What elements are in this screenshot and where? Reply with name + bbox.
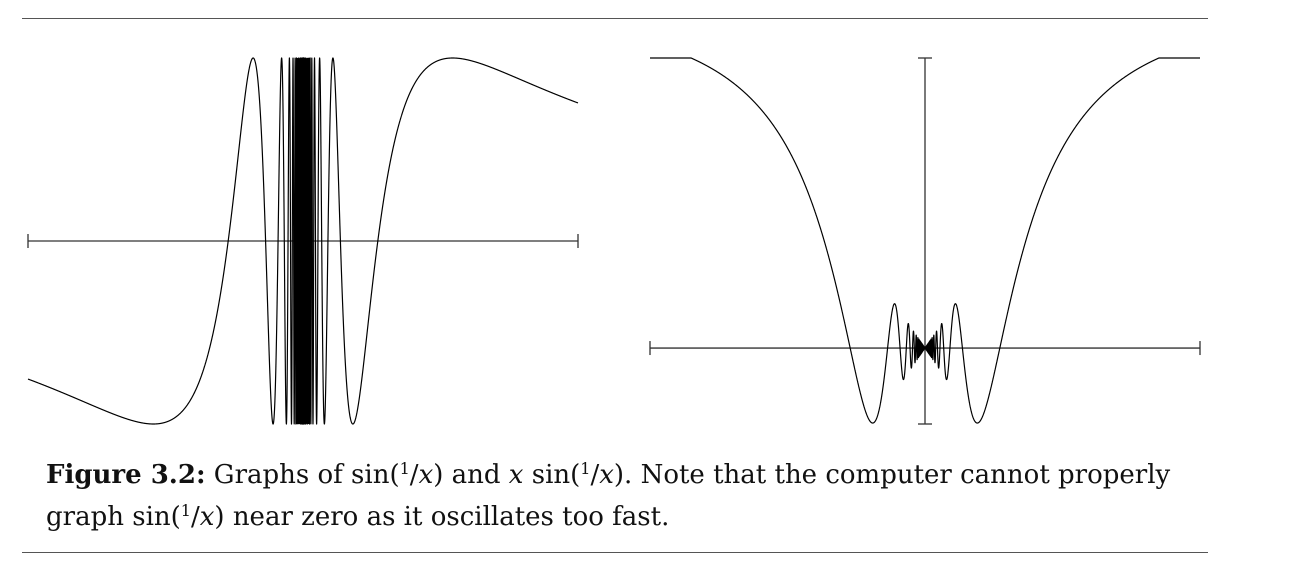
caption-text-d: sin( (523, 460, 581, 490)
function-curve (27, 57, 579, 425)
x-sin-inverse-x-plot (649, 57, 1201, 425)
caption-text-e: / (590, 460, 600, 490)
caption-text-h: ) near zero as it oscillates too fast. (214, 502, 670, 532)
caption-text-g: / (190, 502, 200, 532)
caption-one-1: 1 (399, 459, 410, 478)
sin-inverse-x-plot (27, 57, 579, 425)
caption-label: Figure 3.2: (46, 460, 206, 490)
top-rule (22, 18, 1208, 19)
caption-one-2: 1 (580, 459, 591, 478)
bottom-rule (22, 552, 1208, 553)
caption-var-4: x (199, 502, 215, 532)
caption-var-1: x (418, 460, 434, 490)
caption-text-f: ). Note that the computer cannot properl… (46, 460, 1171, 532)
caption-var-3: x (599, 460, 614, 490)
function-curve (649, 57, 1201, 424)
figure-caption: Figure 3.2: Graphs of sin(1/x) and x sin… (46, 451, 1206, 535)
caption-one-3: 1 (180, 501, 191, 520)
caption-text-b: / (409, 460, 419, 490)
caption-text-c: ) and (433, 460, 509, 490)
caption-var-2: x (508, 460, 524, 490)
caption-text-a: Graphs of sin( (205, 460, 400, 490)
